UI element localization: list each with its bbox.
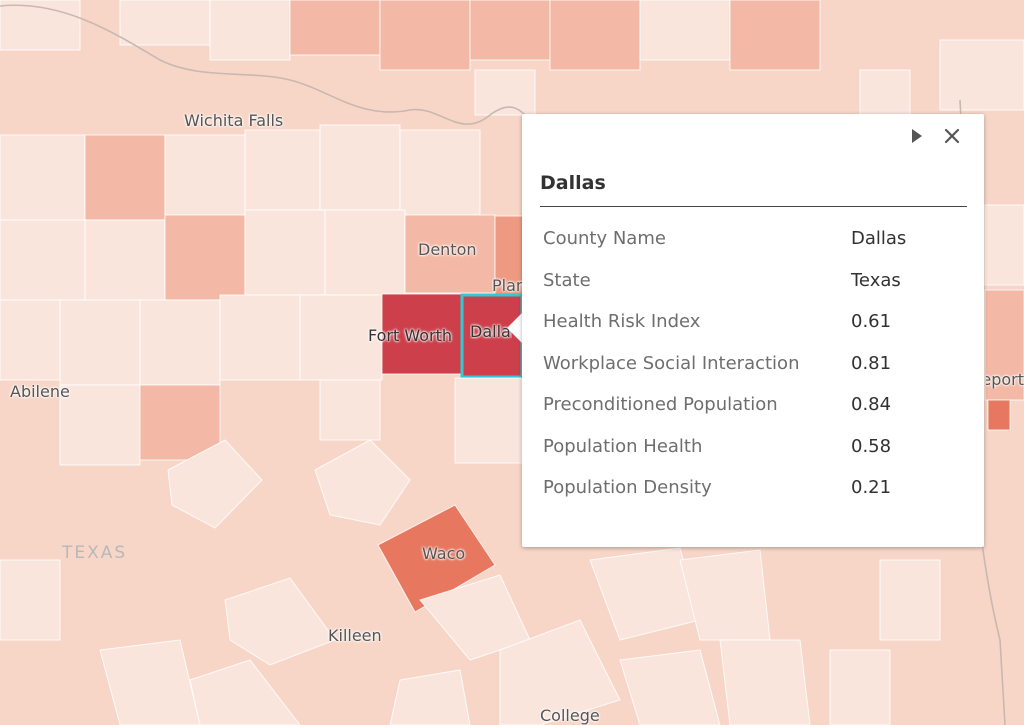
table-row: Preconditioned Population 0.84 bbox=[543, 384, 906, 426]
table-row: County Name Dallas bbox=[543, 218, 906, 260]
county[interactable] bbox=[189, 659, 301, 725]
table-row: State Texas bbox=[543, 260, 906, 302]
county[interactable] bbox=[139, 299, 221, 386]
next-feature-button[interactable] bbox=[905, 124, 929, 148]
place-label-wichita-falls: Wichita Falls bbox=[184, 111, 284, 130]
county[interactable] bbox=[939, 39, 1024, 111]
field-name: Preconditioned Population bbox=[543, 394, 778, 416]
county[interactable] bbox=[164, 214, 246, 301]
field-name: County Name bbox=[543, 228, 666, 250]
state-label-texas: TEXAS bbox=[62, 543, 128, 563]
county[interactable] bbox=[314, 439, 411, 526]
field-name: State bbox=[543, 269, 591, 291]
place-label-abilene: Abilene bbox=[10, 382, 70, 401]
county[interactable] bbox=[879, 559, 941, 641]
place-label-plano: Plano bbox=[492, 276, 522, 295]
county[interactable] bbox=[84, 219, 166, 301]
close-icon bbox=[944, 128, 960, 144]
county[interactable] bbox=[319, 124, 401, 211]
county[interactable] bbox=[99, 639, 201, 725]
county[interactable] bbox=[987, 399, 1011, 431]
county[interactable] bbox=[0, 299, 61, 381]
attribute-table: County Name Dallas State Texas Health Ri… bbox=[543, 218, 906, 509]
county[interactable] bbox=[494, 215, 526, 297]
county[interactable] bbox=[399, 129, 481, 216]
county[interactable] bbox=[829, 649, 891, 725]
county[interactable] bbox=[244, 129, 321, 211]
county[interactable] bbox=[454, 377, 523, 464]
county[interactable] bbox=[319, 379, 381, 441]
place-label-killeen: Killeen bbox=[328, 626, 382, 645]
table-row: Population Health 0.58 bbox=[543, 426, 906, 468]
close-popup-button[interactable] bbox=[940, 124, 964, 148]
field-value: 0.21 bbox=[851, 477, 892, 499]
county[interactable] bbox=[984, 289, 1024, 401]
county-tarrant[interactable] bbox=[381, 293, 463, 375]
field-name: Workplace Social Interaction bbox=[543, 352, 800, 374]
table-row: Workplace Social Interaction 0.81 bbox=[543, 343, 906, 385]
county[interactable] bbox=[324, 209, 406, 296]
field-value: Texas bbox=[851, 269, 901, 291]
county[interactable] bbox=[474, 69, 536, 116]
place-label-college-station: College Station bbox=[540, 706, 602, 725]
county[interactable] bbox=[389, 669, 471, 725]
place-label-denton: Denton bbox=[418, 240, 477, 259]
county[interactable] bbox=[139, 384, 221, 461]
county[interactable] bbox=[859, 69, 911, 121]
county[interactable] bbox=[499, 619, 621, 725]
popup-pointer bbox=[507, 312, 523, 344]
info-popup: Dallas County Name Dallas State Texas He… bbox=[522, 114, 984, 547]
popup-title: Dallas bbox=[540, 172, 606, 194]
county[interactable] bbox=[219, 294, 301, 381]
county-mclennan[interactable] bbox=[377, 504, 496, 613]
place-label-dallas: Dallas bbox=[470, 322, 512, 341]
field-name: Population Health bbox=[543, 435, 703, 457]
popup-divider bbox=[540, 206, 967, 207]
county[interactable] bbox=[244, 209, 326, 296]
county[interactable] bbox=[0, 0, 81, 51]
place-label-waco: Waco bbox=[422, 544, 466, 563]
county[interactable] bbox=[619, 649, 721, 725]
county[interactable] bbox=[164, 134, 246, 216]
field-value: 0.58 bbox=[851, 435, 892, 457]
county[interactable] bbox=[719, 639, 811, 725]
play-icon bbox=[912, 129, 922, 143]
county[interactable] bbox=[639, 0, 731, 61]
county[interactable] bbox=[469, 0, 551, 61]
table-row: Population Density 0.21 bbox=[543, 467, 906, 509]
county[interactable] bbox=[0, 559, 61, 641]
place-label-shreveport: Shreveport bbox=[986, 370, 1024, 389]
county[interactable] bbox=[167, 439, 263, 529]
field-value: 0.84 bbox=[851, 394, 892, 416]
place-label-fort-worth: Fort Worth bbox=[368, 326, 453, 345]
county[interactable] bbox=[984, 204, 1024, 286]
red-river-border bbox=[0, 4, 526, 125]
field-name: Health Risk Index bbox=[543, 311, 701, 333]
county[interactable] bbox=[0, 134, 86, 221]
field-name: Population Density bbox=[543, 477, 712, 499]
county[interactable] bbox=[209, 0, 291, 61]
county[interactable] bbox=[224, 577, 336, 666]
county[interactable] bbox=[119, 0, 211, 46]
county[interactable] bbox=[0, 219, 86, 301]
field-value: 0.81 bbox=[851, 352, 892, 374]
county[interactable] bbox=[59, 299, 141, 386]
county[interactable] bbox=[379, 0, 471, 71]
county[interactable] bbox=[59, 384, 141, 466]
county[interactable] bbox=[404, 214, 496, 294]
county[interactable] bbox=[729, 0, 821, 71]
county[interactable] bbox=[84, 134, 166, 221]
field-value: Dallas bbox=[851, 228, 907, 250]
county[interactable] bbox=[549, 0, 641, 71]
field-value: 0.61 bbox=[851, 311, 892, 333]
table-row: Health Risk Index 0.61 bbox=[543, 301, 906, 343]
county[interactable] bbox=[289, 0, 381, 56]
